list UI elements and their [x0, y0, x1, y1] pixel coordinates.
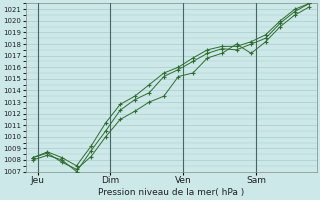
X-axis label: Pression niveau de la mer( hPa ): Pression niveau de la mer( hPa ) [98, 188, 244, 197]
